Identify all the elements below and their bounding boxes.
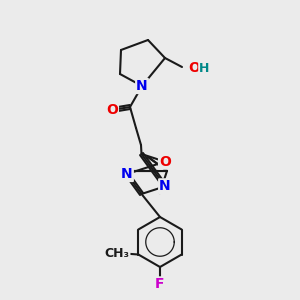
Text: F: F bbox=[155, 277, 165, 291]
Text: CH₃: CH₃ bbox=[105, 247, 130, 260]
Text: N: N bbox=[159, 179, 171, 193]
Text: N: N bbox=[136, 79, 148, 93]
Text: O: O bbox=[188, 61, 200, 75]
Text: O: O bbox=[159, 155, 171, 169]
Text: H: H bbox=[199, 62, 209, 76]
Text: O: O bbox=[106, 103, 118, 117]
Text: N: N bbox=[121, 167, 133, 181]
